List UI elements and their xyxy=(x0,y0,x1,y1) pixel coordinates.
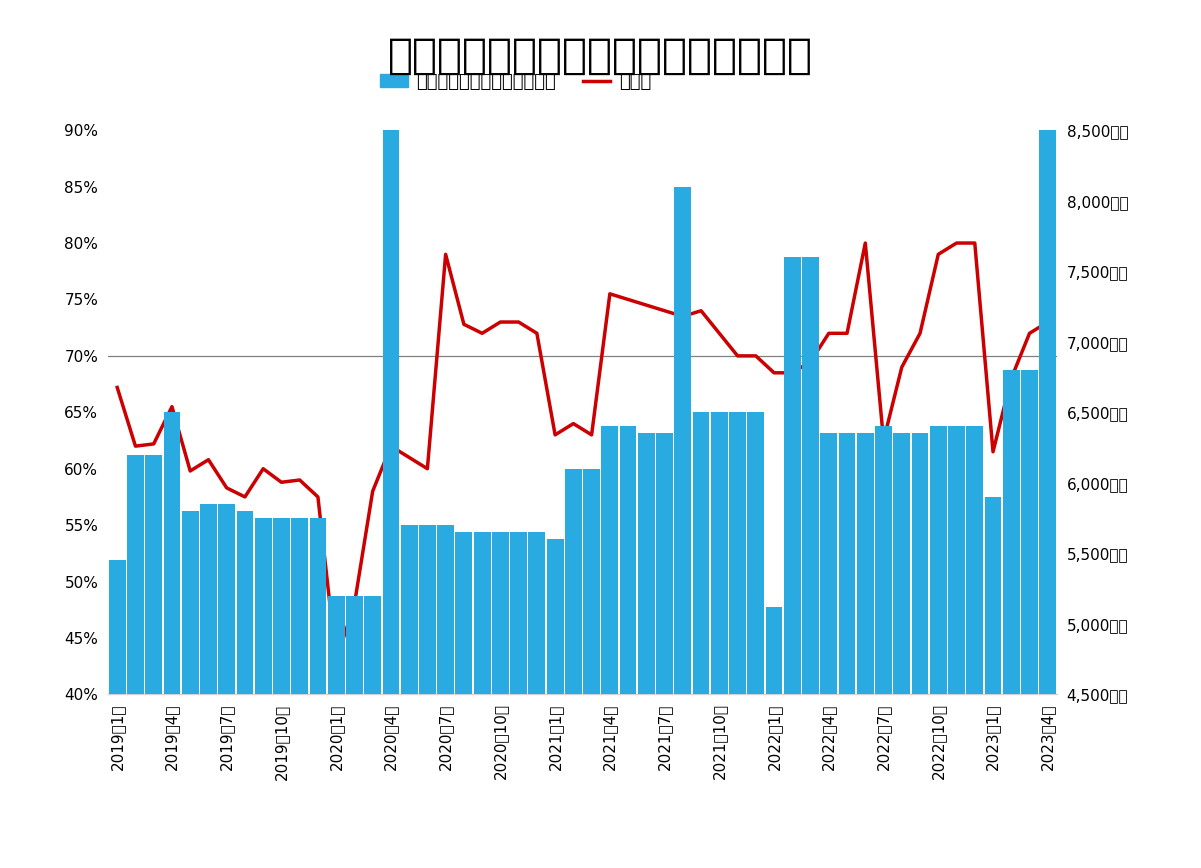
Bar xyxy=(109,561,126,868)
Bar xyxy=(729,412,746,868)
Bar xyxy=(510,532,527,868)
Bar xyxy=(127,455,144,868)
Bar xyxy=(364,595,381,868)
Bar xyxy=(1003,370,1020,868)
Bar xyxy=(455,532,472,868)
Bar xyxy=(620,426,637,868)
Bar xyxy=(292,518,309,868)
Bar xyxy=(237,511,253,868)
Bar xyxy=(419,525,436,868)
Legend: 新築マンション価格（万円）, 契約率: 新築マンション価格（万円）, 契約率 xyxy=(374,66,659,98)
Bar xyxy=(675,187,692,868)
Bar xyxy=(1039,67,1056,868)
Bar xyxy=(145,455,162,868)
Bar xyxy=(273,518,289,868)
Bar xyxy=(930,426,946,868)
Bar xyxy=(163,412,180,868)
Bar xyxy=(310,518,327,868)
Bar xyxy=(784,257,801,868)
Bar xyxy=(346,595,363,868)
Bar xyxy=(564,469,581,868)
Bar xyxy=(948,426,964,868)
Bar xyxy=(1021,370,1038,868)
Bar xyxy=(328,595,345,868)
Bar xyxy=(201,504,217,868)
Bar xyxy=(856,433,873,868)
Bar xyxy=(894,433,910,868)
Bar xyxy=(181,511,198,868)
Bar xyxy=(802,257,819,868)
Bar xyxy=(382,85,399,868)
Bar xyxy=(912,433,928,868)
Bar xyxy=(255,518,271,868)
Bar xyxy=(838,433,855,868)
Bar xyxy=(876,426,892,868)
Bar xyxy=(546,539,563,868)
Bar xyxy=(711,412,728,868)
Bar xyxy=(638,433,655,868)
Bar xyxy=(401,525,418,868)
Bar xyxy=(985,496,1002,868)
Bar xyxy=(219,504,235,868)
Bar xyxy=(584,469,600,868)
Bar xyxy=(967,426,984,868)
Bar xyxy=(747,412,764,868)
Bar xyxy=(602,426,619,868)
Bar xyxy=(656,433,673,868)
Bar xyxy=(528,532,545,868)
Bar xyxy=(820,433,837,868)
Bar xyxy=(437,525,454,868)
Bar xyxy=(766,607,783,868)
Bar xyxy=(473,532,490,868)
Bar xyxy=(492,532,509,868)
Bar xyxy=(693,412,710,868)
Text: 首都圏の新築マンション価格・契約率: 首都圏の新築マンション価格・契約率 xyxy=(388,35,813,76)
